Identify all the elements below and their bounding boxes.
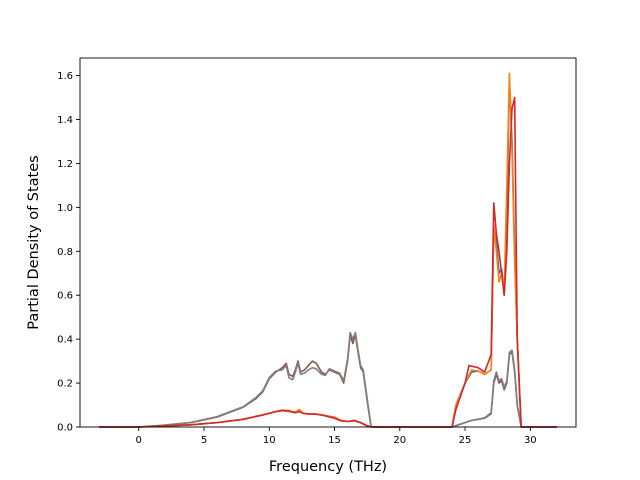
y-tick-label: 0.0 [57,423,73,434]
x-tick-label: 30 [524,435,537,446]
y-tick-label: 0.8 [57,247,73,258]
y-tick-label: 1.6 [57,71,73,82]
x-axis: 0 5 10 15 20 25 30 [136,427,537,446]
y-tick-label: 0.6 [57,291,73,302]
x-tick-label: 10 [263,435,276,446]
series-line-4 [98,331,558,428]
plot-frame [79,57,577,428]
x-tick-label: 20 [393,435,406,446]
y-axis: 0.0 0.2 0.4 0.6 0.8 1.0 1.2 1.4 1.6 [57,71,80,434]
x-tick-label: 0 [136,435,142,446]
series-layer [98,72,558,428]
y-tick-label: 1.0 [57,203,73,214]
x-tick-label: 15 [328,435,341,446]
y-tick-label: 1.2 [57,159,73,170]
x-axis-label: Frequency (THz) [269,459,387,475]
series-line-5 [98,96,558,428]
y-tick-label: 0.2 [57,379,73,390]
y-axis-label: Partial Density of States [26,155,42,329]
y-tick-label: 0.4 [57,335,73,346]
y-tick-label: 1.4 [57,115,73,126]
x-tick-label: 25 [459,435,472,446]
x-tick-label: 5 [201,435,207,446]
